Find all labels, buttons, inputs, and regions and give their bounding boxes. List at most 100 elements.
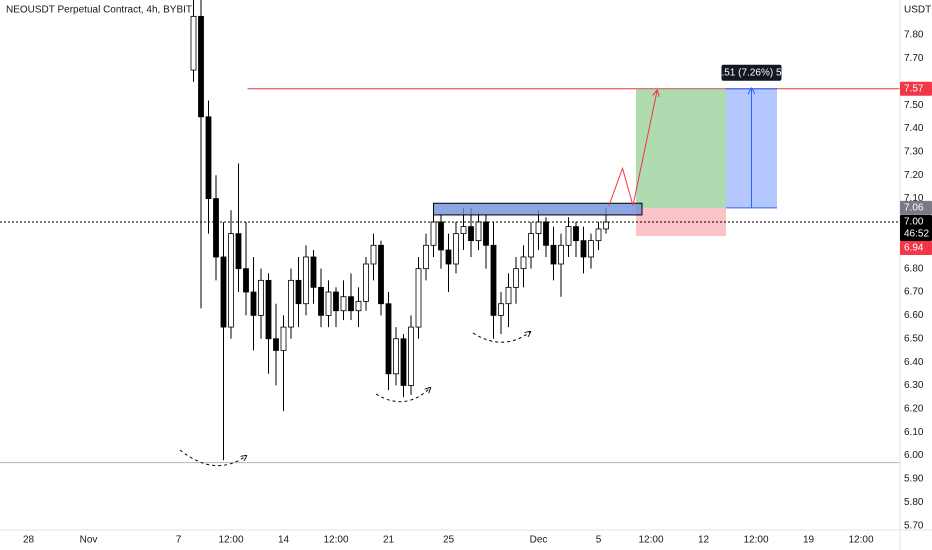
x-tick-label: Dec: [530, 535, 548, 546]
candle-body: [408, 326, 414, 386]
candle-body: [355, 300, 362, 312]
y-tick-label: 7.10: [904, 193, 924, 204]
x-tick-label: 28: [23, 535, 35, 546]
candle-body: [573, 226, 579, 242]
price-label-box: [900, 240, 932, 255]
x-tick-label: 12: [698, 535, 710, 546]
profit-zone: [636, 88, 726, 208]
y-tick-label: 6.70: [904, 287, 924, 298]
candle-body: [385, 303, 392, 375]
y-tick-label: 6.00: [904, 450, 924, 461]
y-tick-label: 5.80: [904, 497, 924, 508]
candle-body: [453, 233, 459, 265]
candle-body: [498, 303, 504, 316]
price-label: 6.94: [904, 243, 924, 254]
candle-body: [595, 228, 602, 242]
candle-body: [310, 256, 317, 288]
x-tick-label: 12:00: [218, 535, 243, 546]
x-tick-label: 12:00: [323, 535, 348, 546]
candle-body: [415, 268, 422, 328]
y-tick-label: 6.20: [904, 403, 924, 414]
candle-body: [580, 240, 587, 258]
resistance-zone: [433, 202, 643, 216]
candle-body: [505, 286, 512, 305]
y-tick-label: 6.50: [904, 333, 924, 344]
candle-body: [318, 286, 324, 316]
y-tick-label: 6.30: [904, 380, 924, 391]
candle-body: [258, 279, 264, 316]
price-range-label: 0.51 (7.26%) 51: [716, 67, 788, 78]
candle-body: [400, 338, 407, 386]
y-tick-label: 7.80: [904, 30, 924, 41]
y-tick-label: 6.80: [904, 263, 924, 274]
y-tick-label: 7.40: [904, 123, 924, 134]
candle-body: [430, 221, 437, 246]
candle-body: [265, 279, 272, 340]
candle-body: [393, 338, 399, 375]
candle-body: [340, 296, 347, 312]
candle-body: [460, 226, 467, 235]
candle-body: [325, 291, 332, 316]
candle-body: [490, 244, 497, 316]
candle-body: [438, 221, 444, 251]
y-tick-label: 7.20: [904, 170, 924, 181]
x-tick-label: 7: [176, 535, 182, 546]
y-tick-label: 5.70: [904, 520, 924, 531]
candle-body: [588, 240, 594, 258]
price-label-box: [900, 214, 932, 241]
y-tick-label: 7.70: [904, 53, 924, 64]
plot: 0.51 (7.26%) 51: [0, 0, 932, 464]
price-label: 7.57: [904, 83, 924, 94]
candle-body: [235, 233, 242, 270]
bottom-arc: [472, 332, 530, 343]
candle-body: [565, 226, 572, 246]
bottom-arc: [179, 449, 246, 467]
countdown: 46:52: [904, 229, 929, 240]
candle-body: [520, 256, 527, 270]
candle-body: [243, 268, 249, 293]
price-label-box: [900, 81, 932, 96]
candle-body: [378, 244, 384, 305]
candle-body: [513, 268, 519, 288]
price-label: 7.06: [904, 203, 924, 214]
y-tick-label: 6.10: [904, 427, 924, 438]
y-tick-label: 7.50: [904, 100, 924, 111]
x-tick-label: 12:00: [743, 535, 768, 546]
projection-path: [608, 91, 657, 206]
candle-body: [228, 233, 234, 328]
candle-body: [303, 256, 309, 305]
x-tick-label: Nov: [80, 535, 98, 546]
x-tick-label: 14: [278, 535, 290, 546]
candle-body: [535, 221, 542, 235]
x-tick-label: 25: [443, 535, 455, 546]
price-label-box: [900, 200, 932, 215]
candle-body: [220, 256, 227, 328]
candle-body: [295, 279, 302, 305]
candle-body: [205, 116, 212, 199]
y-tick-label: 6.60: [904, 310, 924, 321]
candle-body: [603, 221, 609, 230]
y-tick-label: 7.30: [904, 146, 924, 157]
candle-body: [213, 198, 219, 258]
candle-body: [288, 279, 294, 328]
x-tick-label: 12:00: [638, 535, 663, 546]
candle-body: [250, 291, 257, 316]
x-tick-label: 21: [383, 535, 395, 546]
x-tick-label: 5: [596, 535, 602, 546]
x-tick-label: 12:00: [848, 535, 873, 546]
candle-body: [198, 15, 204, 118]
y-tick-label: 5.90: [904, 474, 924, 485]
candle-body: [558, 244, 564, 265]
candle-body: [468, 226, 474, 242]
y-tick-label: 6.40: [904, 357, 924, 368]
candle-body: [280, 326, 287, 351]
price-label: 7.00: [904, 217, 924, 228]
candle-body: [190, 15, 197, 71]
candle-body: [550, 244, 557, 265]
candle-body: [363, 263, 369, 302]
candle-body: [475, 221, 482, 242]
candle-body: [370, 244, 377, 265]
candle-body: [423, 244, 429, 270]
chart-title: NEOUSDT Perpetual Contract, 4h, BYBIT: [6, 5, 192, 16]
